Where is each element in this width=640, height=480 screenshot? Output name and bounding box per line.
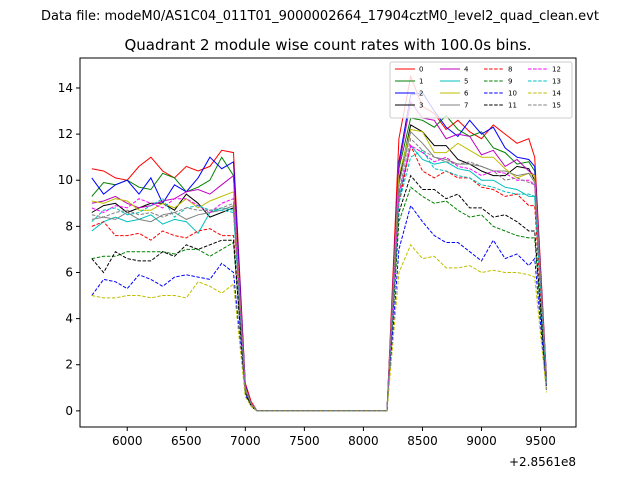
legend-label-14: 14 [552,90,561,98]
legend-label-9: 9 [508,78,512,86]
x-axis: 6000 6500 7000 7500 8000 8500 9000 9500 [112,427,556,448]
legend-label-5: 5 [464,78,468,86]
series-line-11 [91,174,547,412]
x-tick-label: 7500 [289,434,320,448]
x-tick-label: 9500 [525,434,556,448]
y-tick-label: 8 [65,219,73,233]
x-tick-label: 9000 [466,434,497,448]
legend-label-11: 11 [508,102,517,110]
legend-label-1: 1 [419,78,423,86]
y-tick-label: 6 [65,265,73,279]
legend-label-0: 0 [419,66,423,74]
x-tick-label: 8500 [407,434,438,448]
y-tick-label: 10 [58,173,73,187]
legend-label-15: 15 [552,102,561,110]
y-tick-label: 12 [58,127,73,141]
series-line-9 [91,186,547,412]
series-line-13 [91,149,547,412]
y-tick-label: 4 [65,312,73,326]
x-tick-label: 6500 [171,434,202,448]
legend-label-13: 13 [552,78,561,86]
plot-frame [79,57,577,428]
legend-label-7: 7 [464,102,468,110]
legend-label-12: 12 [552,66,561,74]
chart-title: Quadrant 2 module wise count rates with … [124,36,531,54]
series-line-15 [91,137,547,412]
legend-label-10: 10 [508,90,517,98]
x-tick-label: 6000 [112,434,143,448]
x-offset-label: +2.8561e8 [509,455,576,469]
legend-label-2: 2 [419,90,423,98]
legend-label-4: 4 [464,66,469,74]
series-layer [91,74,547,412]
figure-suptitle: Data file: modeM0/AS1C04_011T01_90000026… [41,9,599,24]
y-axis: 0 2 4 6 8 10 12 14 [58,81,80,418]
legend-label-8: 8 [508,66,512,74]
legend-box [389,61,573,119]
x-tick-label: 8000 [348,434,379,448]
legend-label-6: 6 [464,90,469,98]
legend-label-3: 3 [419,102,423,110]
y-tick-label: 2 [65,358,73,372]
y-tick-label: 14 [58,81,73,95]
x-tick-label: 7000 [230,434,261,448]
y-tick-label: 0 [65,404,73,418]
